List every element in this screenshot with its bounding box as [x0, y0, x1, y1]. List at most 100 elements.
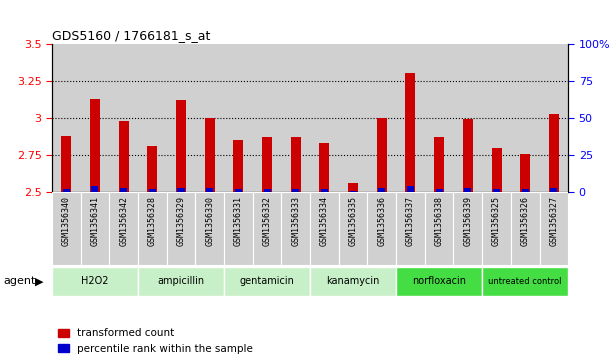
- Text: GSM1356341: GSM1356341: [90, 196, 100, 246]
- Text: agent: agent: [3, 276, 35, 286]
- Bar: [453, 192, 482, 265]
- Bar: [233, 140, 243, 192]
- Text: GSM1356335: GSM1356335: [349, 196, 357, 246]
- Text: GSM1356339: GSM1356339: [463, 196, 472, 246]
- Bar: [235, 189, 242, 192]
- Bar: [81, 192, 109, 265]
- Text: norfloxacin: norfloxacin: [412, 276, 466, 286]
- Bar: [338, 44, 367, 192]
- Text: GSM1356329: GSM1356329: [177, 196, 186, 246]
- Bar: [52, 266, 138, 296]
- Bar: [149, 189, 156, 192]
- Bar: [436, 189, 443, 192]
- Bar: [463, 119, 473, 192]
- Text: GSM1356328: GSM1356328: [148, 196, 157, 246]
- Bar: [511, 192, 540, 265]
- Text: H2O2: H2O2: [81, 276, 109, 286]
- Bar: [453, 44, 482, 192]
- Bar: [263, 189, 271, 192]
- Bar: [493, 189, 500, 192]
- Bar: [310, 266, 396, 296]
- Bar: [511, 44, 540, 192]
- Text: GSM1356340: GSM1356340: [62, 196, 71, 246]
- Bar: [310, 192, 338, 265]
- Bar: [540, 44, 568, 192]
- Text: GSM1356342: GSM1356342: [119, 196, 128, 246]
- Text: ampicillin: ampicillin: [158, 276, 205, 286]
- Bar: [520, 154, 530, 192]
- Text: ▶: ▶: [35, 276, 44, 286]
- Bar: [367, 44, 396, 192]
- Bar: [377, 118, 387, 192]
- Bar: [206, 188, 213, 192]
- Bar: [224, 192, 253, 265]
- Bar: [292, 189, 299, 192]
- Text: kanamycin: kanamycin: [326, 276, 380, 286]
- Bar: [491, 148, 502, 192]
- Text: GSM1356330: GSM1356330: [205, 196, 214, 246]
- Bar: [549, 114, 559, 192]
- Bar: [52, 192, 81, 265]
- Text: GSM1356336: GSM1356336: [377, 196, 386, 246]
- Bar: [482, 44, 511, 192]
- Bar: [310, 44, 338, 192]
- Bar: [396, 266, 482, 296]
- Bar: [138, 44, 167, 192]
- Bar: [92, 187, 98, 192]
- Text: GSM1356338: GSM1356338: [434, 196, 444, 246]
- Bar: [196, 192, 224, 265]
- Bar: [378, 188, 386, 192]
- Bar: [282, 192, 310, 265]
- Bar: [291, 137, 301, 192]
- Text: GSM1356337: GSM1356337: [406, 196, 415, 246]
- Text: GSM1356325: GSM1356325: [492, 196, 501, 246]
- Bar: [253, 192, 282, 265]
- Bar: [81, 44, 109, 192]
- Bar: [540, 192, 568, 265]
- Bar: [348, 183, 358, 192]
- Bar: [109, 44, 138, 192]
- Bar: [434, 137, 444, 192]
- Bar: [338, 192, 367, 265]
- Bar: [253, 44, 282, 192]
- Bar: [138, 266, 224, 296]
- Bar: [90, 99, 100, 192]
- Bar: [120, 188, 127, 192]
- Bar: [205, 118, 214, 192]
- Bar: [224, 44, 253, 192]
- Bar: [196, 44, 224, 192]
- Bar: [138, 192, 167, 265]
- Bar: [482, 266, 568, 296]
- Bar: [109, 192, 138, 265]
- Text: GSM1356331: GSM1356331: [234, 196, 243, 246]
- Bar: [482, 192, 511, 265]
- Bar: [262, 137, 272, 192]
- Bar: [321, 189, 328, 192]
- Bar: [282, 44, 310, 192]
- Text: GSM1356332: GSM1356332: [263, 196, 271, 246]
- Bar: [63, 189, 70, 192]
- Bar: [167, 192, 196, 265]
- Bar: [367, 192, 396, 265]
- Text: GSM1356334: GSM1356334: [320, 196, 329, 246]
- Bar: [407, 187, 414, 192]
- Bar: [425, 192, 453, 265]
- Text: GSM1356333: GSM1356333: [291, 196, 300, 246]
- Bar: [396, 192, 425, 265]
- Bar: [425, 44, 453, 192]
- Bar: [167, 44, 196, 192]
- Bar: [224, 266, 310, 296]
- Bar: [349, 191, 357, 192]
- Bar: [177, 188, 185, 192]
- Text: gentamicin: gentamicin: [240, 276, 295, 286]
- Bar: [396, 44, 425, 192]
- Bar: [320, 143, 329, 192]
- Bar: [464, 188, 471, 192]
- Bar: [52, 44, 81, 192]
- Text: GSM1356327: GSM1356327: [549, 196, 558, 246]
- Bar: [406, 73, 415, 192]
- Bar: [551, 188, 557, 192]
- Legend: transformed count, percentile rank within the sample: transformed count, percentile rank withi…: [54, 324, 257, 358]
- Bar: [522, 189, 529, 192]
- Text: GDS5160 / 1766181_s_at: GDS5160 / 1766181_s_at: [52, 29, 210, 42]
